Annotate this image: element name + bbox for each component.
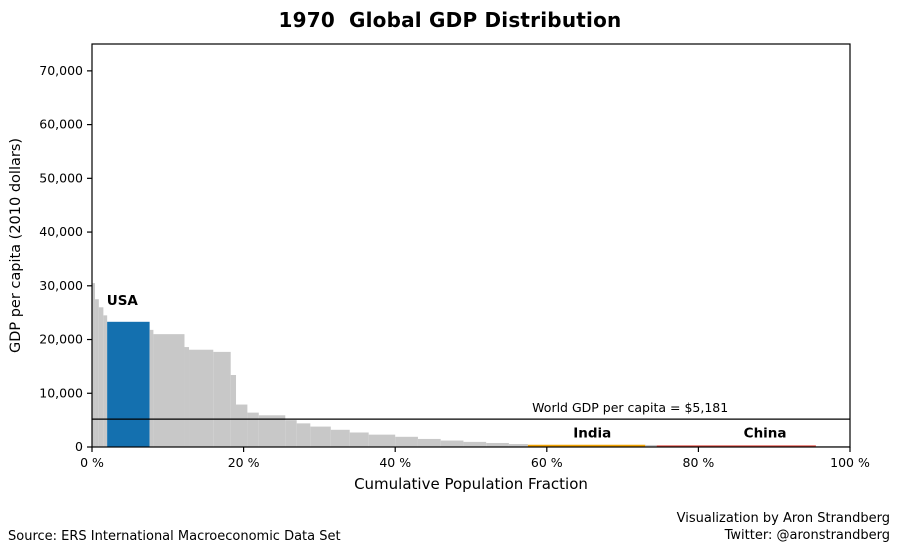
gdp-segment-other — [103, 315, 108, 447]
y-tick-label: 60,000 — [39, 117, 83, 132]
credit-line-2: Twitter: @aronstrandberg — [724, 528, 890, 543]
gdp-segment-other — [310, 426, 331, 447]
plot-border — [91, 43, 851, 448]
gdp-segment-other — [213, 351, 231, 447]
annotation-usa: USA — [107, 293, 139, 309]
gdp-segment-other — [349, 432, 369, 447]
gdp-segment-other — [236, 404, 248, 447]
gdp-segment-other — [189, 349, 214, 447]
x-tick-label: 0 % — [80, 455, 104, 470]
source-note: Source: ERS International Macroeconomic … — [8, 529, 341, 544]
x-tick-label: 60 % — [531, 455, 563, 470]
gdp-segment-other — [395, 436, 418, 447]
y-tick-label: 0 — [75, 439, 83, 454]
chart-title-year: 1970 — [278, 8, 335, 32]
chart-title: 1970 Global GDP Distribution — [0, 8, 900, 32]
gdp-segment-other — [184, 347, 190, 447]
y-tick-label: 50,000 — [39, 170, 83, 185]
chart-title-text: Global GDP Distribution — [348, 8, 622, 32]
y-tick-label: 40,000 — [39, 224, 83, 239]
gdp-segment-other — [149, 329, 154, 447]
gdp-segment-other — [98, 307, 104, 447]
gdp-segment-other — [296, 423, 311, 447]
gdp-segment-other — [330, 429, 350, 447]
gdp-segment-other — [285, 420, 297, 447]
gdp-segment-other — [258, 415, 286, 447]
gdp-segment-other — [486, 442, 509, 447]
x-axis-label: Cumulative Population Fraction — [354, 475, 588, 493]
gdp-segment-india — [527, 444, 646, 447]
gdp-segment-other — [645, 444, 657, 447]
gdp-segment-other — [368, 434, 396, 447]
annotation-china: China — [744, 425, 787, 441]
x-tick-label: 20 % — [228, 455, 260, 470]
gdp-distribution-chart: World GDP per capita = $5,181 0 10,000 20,0… — [8, 43, 870, 493]
gdp-segment-other — [92, 283, 96, 447]
credit-line-1: Visualization by Aron Strandberg — [676, 511, 890, 526]
gdp-segment-other — [440, 440, 464, 447]
gdp-segment-other — [230, 374, 237, 447]
y-axis-label: GDP per capita (2010 dollars) — [8, 138, 24, 353]
world-gdp-reference-label: World GDP per capita = $5,181 — [532, 400, 728, 415]
gdp-segment-usa — [107, 321, 150, 447]
x-tick-label: 100 % — [830, 455, 870, 470]
gdp-segment-other — [153, 334, 185, 447]
gdp-segment-other — [463, 441, 487, 447]
y-tick-label: 70,000 — [39, 63, 83, 78]
gdp-segment-other — [508, 444, 528, 447]
gdp-segment-other — [247, 412, 259, 447]
x-tick-label: 40 % — [379, 455, 411, 470]
annotation-india: India — [573, 425, 611, 441]
x-tick-label: 80 % — [683, 455, 715, 470]
gdp-segment-china — [656, 445, 816, 447]
y-tick-label: 20,000 — [39, 332, 83, 347]
y-tick-label: 30,000 — [39, 278, 83, 293]
y-tick-label: 10,000 — [39, 385, 83, 400]
gdp-segment-other — [417, 438, 441, 447]
credit-note: Visualization by Aron Strandberg Twitter… — [677, 510, 890, 544]
gdp-segment-other — [95, 299, 99, 447]
